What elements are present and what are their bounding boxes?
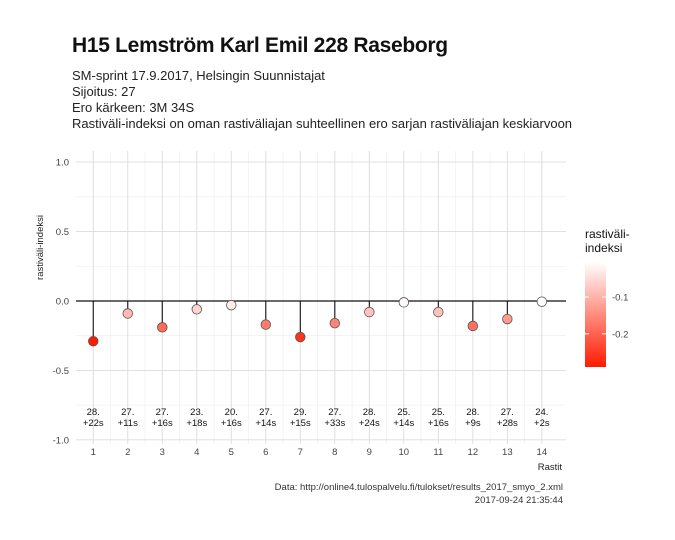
x-tick-label: 4 [194,447,199,458]
subtitle-description: Rastiväli-indeksi on oman rastiväliajan … [72,116,573,131]
point-label-rank: 28. [87,407,100,418]
x-tick-label: 7 [298,447,303,458]
data-point [329,317,341,329]
y-axis-title: rastiväli-indeksi [35,215,46,280]
point-label-rank: 25. [432,407,445,418]
point-label-diff: +18s [186,418,207,429]
x-tick-label: 12 [468,447,479,458]
legend-title: indeksi [585,241,622,255]
y-tick-label: -0.5 [53,366,69,377]
subtitle-gap: Ero kärkeen: 3M 34S [72,100,195,115]
point-label-rank: 27. [121,407,134,418]
x-tick-label: 1 [91,447,96,458]
point-label-rank: 24. [535,407,548,418]
data-point [88,336,99,347]
point-label-diff: +16s [428,418,449,429]
data-point [122,308,133,319]
point-label-diff: +33s [324,418,345,429]
data-point [536,296,548,307]
point-label-diff: +9s [465,418,481,429]
data-point [467,320,479,332]
point-label-rank: 28. [363,407,376,418]
x-tick-label: 10 [399,447,410,458]
point-label-diff: +15s [290,418,311,429]
x-tick-label: 9 [367,447,372,458]
point-label-diff: +11s [118,418,138,429]
x-tick-label: 2 [125,447,130,458]
point-label-rank: 20. [225,407,238,418]
point-label-diff: +2s [534,418,550,429]
point-label-diff: +16s [152,418,173,429]
point-label-rank: 25. [397,407,410,418]
point-label-rank: 29. [294,407,307,418]
data-point [502,313,513,325]
point-label-diff: +16s [221,418,242,429]
caption-timestamp: 2017-09-24 21:35:44 [474,495,563,506]
y-tick-label: 1.0 [56,158,69,169]
chart-title: H15 Lemström Karl Emil 228 Raseborg [72,34,448,57]
point-label-rank: 27. [156,407,169,418]
data-point [226,299,237,311]
x-tick-label: 13 [502,447,513,458]
legend-colorbar [585,262,606,367]
data-point [295,331,306,343]
point-label-diff: +22s [83,418,104,429]
data-point [433,306,444,318]
point-label-diff: +14s [393,418,414,429]
y-tick-label: 0.5 [56,227,69,238]
point-label-rank: 23. [190,407,203,418]
caption-source: Data: http://online4.tulospalvelu.fi/tul… [274,482,563,493]
point-label-rank: 28. [466,407,479,418]
point-label-diff: +14s [255,418,276,429]
data-point [191,304,202,315]
point-label-diff: +28s [497,418,518,429]
subtitle-rank: Sijoitus: 27 [72,84,136,99]
x-axis-title: Rastit [538,462,563,473]
x-tick-label: 6 [263,447,268,458]
legend-tick-label: -0.2 [612,329,628,340]
point-label-diff: +24s [359,418,380,429]
x-tick-label: 5 [229,447,234,458]
x-tick-label: 11 [433,447,443,458]
x-tick-label: 3 [160,447,165,458]
x-tick-label: 8 [332,447,337,458]
x-tick-label: 14 [537,447,548,458]
data-point [364,306,375,318]
y-tick-label: -1.0 [53,435,69,446]
point-label-rank: 27. [501,407,514,418]
data-point [260,319,271,330]
subtitle-event: SM-sprint 17.9.2017, Helsingin Suunnista… [72,68,325,83]
point-label-rank: 27. [259,407,272,418]
legend-title: rastiväli- [585,227,630,241]
legend-tick-label: -0.1 [612,293,628,304]
data-point [398,297,410,308]
y-tick-label: 0.0 [56,296,69,307]
point-label-rank: 27. [328,407,341,418]
data-point [157,322,168,333]
